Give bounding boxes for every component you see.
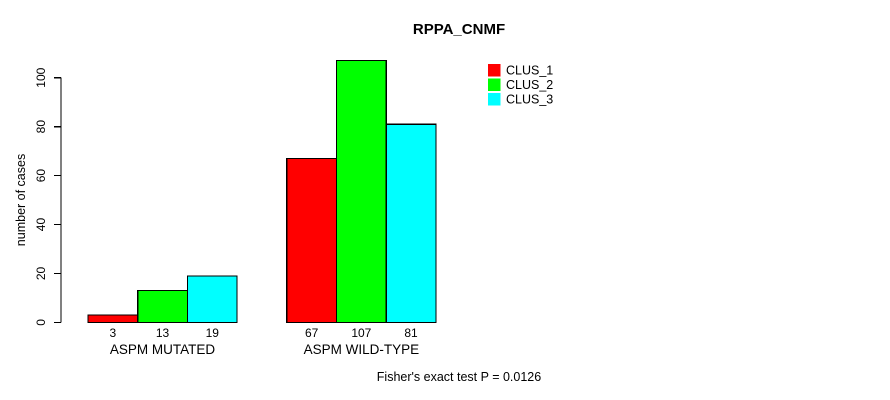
chart-title: RPPA_CNMF — [413, 21, 505, 38]
bar-clus_2-1 — [137, 289, 188, 323]
legend-label: CLUS_1 — [506, 64, 553, 78]
y-tick-label: 0 — [34, 319, 48, 326]
category-label: ASPM MUTATED — [110, 342, 216, 357]
bar-value-label: 81 — [404, 326, 418, 340]
legend-label: CLUS_3 — [506, 93, 553, 107]
y-tick-label: 80 — [34, 120, 48, 134]
fisher-test-note: Fisher's exact test P = 0.0126 — [377, 370, 541, 384]
y-tick-label: 60 — [34, 169, 48, 183]
bar-value-label: 19 — [206, 326, 220, 340]
bar-clus_1-1 — [87, 314, 139, 323]
category-labels: ASPM MUTATED ASPM WILD-TYPE — [110, 342, 419, 357]
bar-value-label: 107 — [351, 326, 371, 340]
bar-clus_3-2 — [385, 123, 437, 324]
bar-clus_3-1 — [186, 275, 238, 324]
y-tick-label: 40 — [34, 218, 48, 232]
y-tick-label: 20 — [34, 266, 48, 280]
bar-value-labels: 3 13 19 67 107 81 — [110, 326, 419, 340]
category-label: ASPM WILD-TYPE — [304, 342, 420, 357]
bar-clus_1-2 — [286, 157, 338, 324]
legend-swatch-clus_2 — [488, 78, 501, 91]
bars-layer — [87, 59, 437, 324]
legend-swatch-clus_1 — [488, 64, 501, 77]
bar-value-label: 13 — [156, 326, 170, 340]
legend-swatch-clus_3 — [488, 93, 501, 106]
bar-value-label: 3 — [110, 326, 117, 340]
y-tick-label: 100 — [34, 67, 48, 87]
legend-label: CLUS_2 — [506, 78, 553, 92]
bar-clus_2-2 — [335, 59, 387, 324]
bar-value-label: 67 — [305, 326, 319, 340]
y-axis-title: number of cases — [14, 154, 28, 246]
y-axis: 0 20 40 60 80 100 — [34, 67, 62, 326]
